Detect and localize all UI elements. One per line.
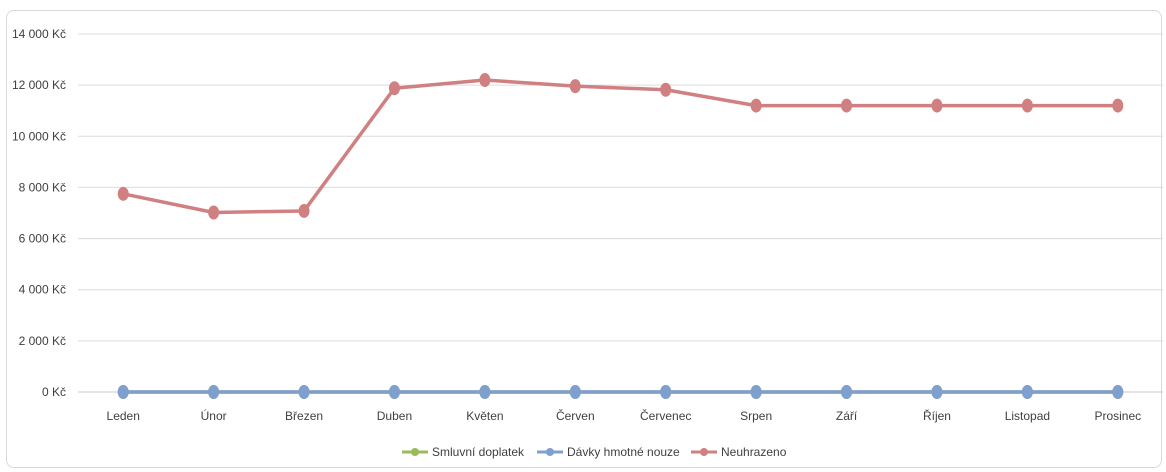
- x-tick-label: Březen: [285, 409, 323, 423]
- data-point: [569, 79, 581, 94]
- x-tick-label: Květen: [466, 409, 503, 423]
- series-1: [117, 385, 1124, 399]
- data-point: [750, 98, 762, 113]
- x-tick-label: Prosinec: [1094, 409, 1141, 423]
- x-tick-label: Únor: [201, 408, 227, 423]
- data-point: [388, 81, 400, 96]
- series-lines: [117, 73, 1124, 399]
- data-point: [208, 385, 220, 399]
- legend-marker-icon: [411, 448, 419, 456]
- data-point: [931, 385, 943, 399]
- data-point: [1112, 98, 1124, 113]
- data-point: [479, 73, 491, 88]
- y-tick-label: 12 000 Kč: [12, 78, 66, 92]
- data-point: [479, 385, 491, 399]
- data-point: [117, 385, 129, 399]
- data-point: [1021, 385, 1033, 399]
- x-tick-label: Leden: [107, 409, 140, 423]
- y-tick-label: 8 000 Kč: [19, 180, 66, 194]
- series-line: [122, 78, 1118, 215]
- data-point: [298, 385, 310, 399]
- legend-label: Smluvní doplatek: [432, 445, 525, 459]
- data-point: [750, 385, 762, 399]
- data-point: [660, 82, 672, 97]
- data-point: [841, 385, 853, 399]
- legend-item: Dávky hmotné nouze: [537, 445, 680, 459]
- legend-label: Neuhrazeno: [721, 445, 787, 459]
- y-tick-label: 6 000 Kč: [19, 232, 66, 246]
- data-point: [117, 186, 129, 201]
- data-point: [1112, 385, 1124, 399]
- y-tick-label: 14 000 Kč: [12, 27, 66, 41]
- x-tick-label: Listopad: [1005, 409, 1050, 423]
- series-2: [117, 73, 1124, 220]
- x-axis-tick-labels: Leden Únor Březen Duben Květen Červen Červenec…: [107, 408, 1142, 423]
- legend-label: Dávky hmotné nouze: [567, 445, 680, 459]
- data-point: [388, 385, 400, 399]
- y-axis-tick-labels: 0 Kč 2 000 Kč 4 000 Kč 6 000 Kč 8 000 Kč 10 0…: [12, 27, 66, 399]
- y-tick-label: 2 000 Kč: [19, 334, 66, 348]
- legend-item: Smluvní doplatek: [402, 445, 525, 459]
- data-point: [841, 98, 853, 113]
- data-point: [208, 205, 220, 220]
- data-point: [931, 98, 943, 113]
- legend-marker-icon: [700, 448, 708, 456]
- x-tick-label: Srpen: [740, 409, 772, 423]
- x-tick-label: Říjen: [923, 408, 951, 423]
- x-tick-label: Červenec: [640, 408, 691, 423]
- data-point: [1021, 98, 1033, 113]
- y-tick-label: 0 Kč: [42, 385, 66, 399]
- x-tick-label: Červen: [556, 408, 595, 423]
- legend-marker-icon: [546, 448, 554, 456]
- y-tick-label: 10 000 Kč: [12, 129, 66, 143]
- x-tick-label: Duben: [377, 409, 412, 423]
- legend: Smluvní doplatek Dávky hmotné nouze Neuhra…: [402, 445, 787, 459]
- x-tick-label: Září: [836, 409, 858, 423]
- y-tick-label: 4 000 Kč: [19, 283, 66, 297]
- legend-item: Neuhrazeno: [691, 445, 787, 459]
- data-point: [660, 385, 672, 399]
- data-point: [298, 203, 310, 218]
- data-point: [569, 385, 581, 399]
